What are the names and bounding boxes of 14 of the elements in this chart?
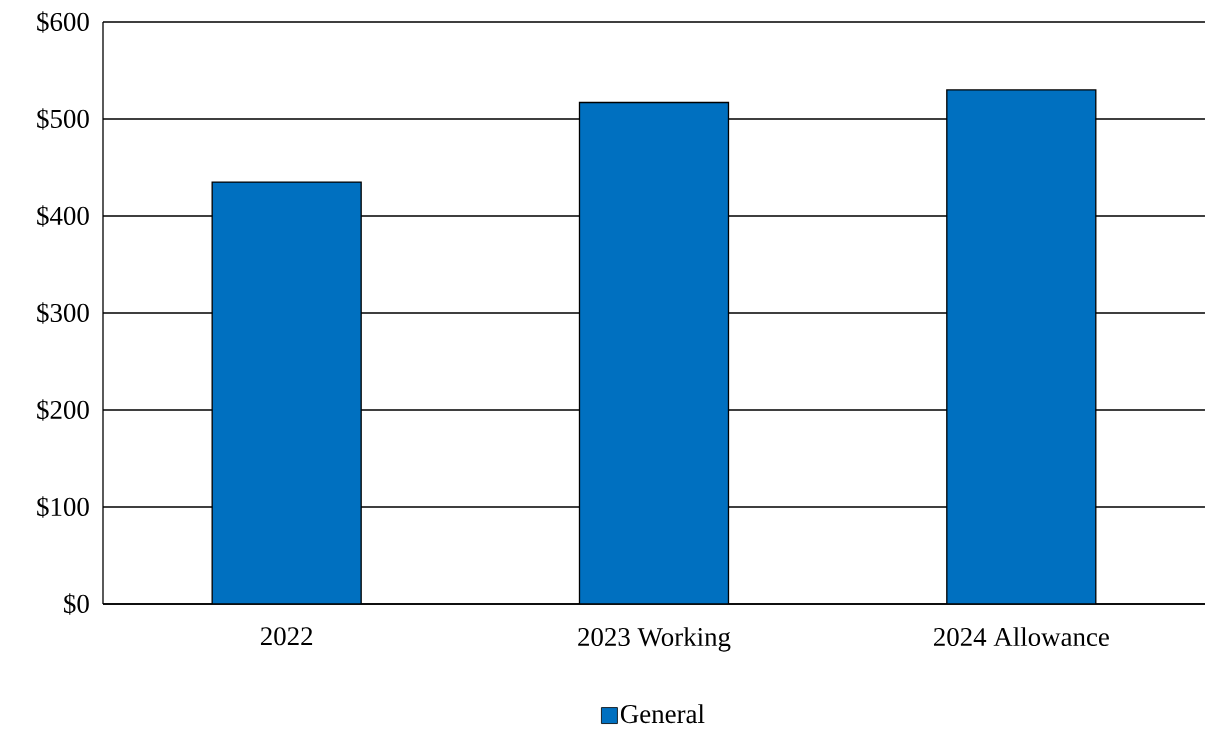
bar bbox=[211, 181, 362, 604]
bar bbox=[578, 101, 730, 604]
y-tick-label: $100 bbox=[37, 496, 89, 518]
legend-label: General bbox=[620, 704, 705, 724]
y-tick-label: $200 bbox=[37, 399, 89, 421]
y-tick-label: $400 bbox=[37, 205, 89, 227]
y-tick-label: $300 bbox=[37, 302, 89, 324]
y-tick-label: $600 bbox=[37, 11, 89, 33]
bar bbox=[946, 89, 1097, 604]
y-tick-label: $0 bbox=[64, 593, 89, 615]
x-tick-label: 2022 bbox=[260, 627, 313, 646]
x-tick-label: 2023 Working bbox=[578, 627, 731, 652]
y-tick-label: $500 bbox=[37, 108, 89, 130]
x-tick-label: 2024 Allowance bbox=[933, 627, 1109, 647]
